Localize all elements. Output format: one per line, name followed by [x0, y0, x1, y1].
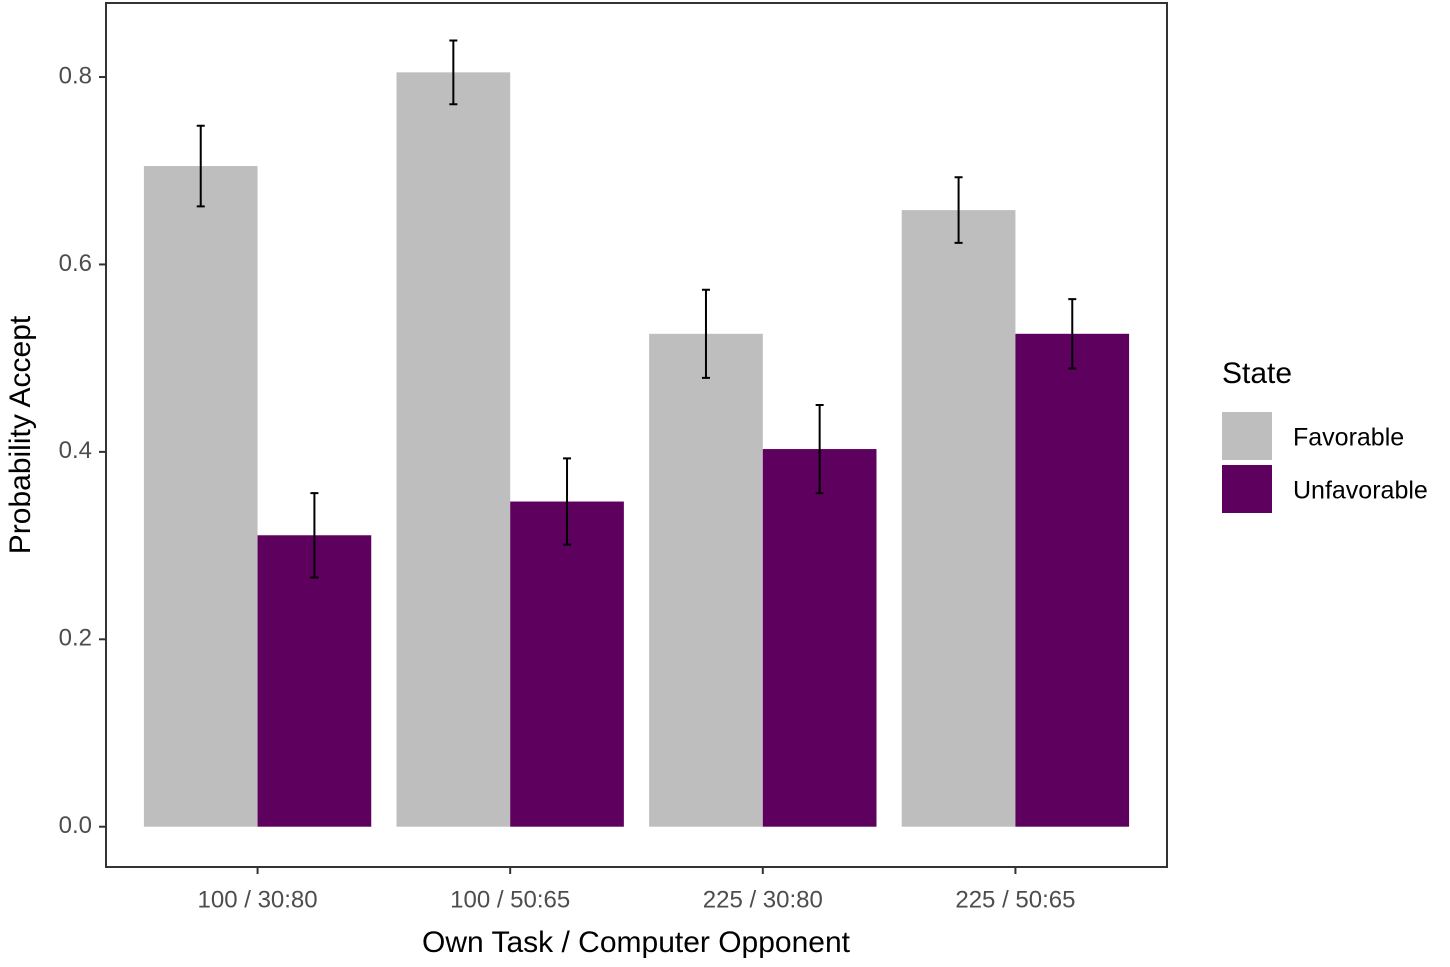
- y-tick-label: 0.2: [59, 625, 92, 652]
- bar: [143, 166, 258, 827]
- error-bar: [701, 288, 710, 379]
- error-bar: [1068, 298, 1077, 370]
- bar: [901, 210, 1016, 827]
- x-tick-label: 225 / 30:80: [703, 886, 823, 913]
- y-tick-label: 0.4: [59, 437, 92, 464]
- legend-key: [1222, 465, 1272, 513]
- x-tick-label: 100 / 30:80: [198, 886, 318, 913]
- y-tick-label: 0.8: [59, 62, 92, 89]
- y-tick-label: 0.0: [59, 812, 92, 839]
- error-bar: [563, 457, 572, 546]
- error-bar: [815, 404, 824, 495]
- x-tick-label: 225 / 50:65: [955, 886, 1075, 913]
- x-axis-title: Own Task / Computer Opponent: [422, 926, 851, 959]
- error-bar: [449, 39, 458, 106]
- bar: [396, 72, 511, 827]
- legend-label: Favorable: [1293, 424, 1404, 452]
- legend-label: Unfavorable: [1293, 477, 1428, 505]
- x-tick-label: 100 / 50:65: [450, 886, 570, 913]
- bar: [1015, 333, 1130, 827]
- bar: [257, 535, 372, 827]
- error-bar: [954, 176, 963, 244]
- bar: [510, 501, 624, 827]
- y-axis-title: Probability Accept: [4, 315, 37, 554]
- y-tick-label: 0.6: [59, 250, 92, 277]
- legend-title: State: [1222, 357, 1292, 390]
- error-bar: [196, 124, 205, 208]
- error-bar: [310, 492, 319, 579]
- bar: [762, 449, 877, 827]
- legend-key: [1222, 412, 1272, 460]
- bar: [649, 333, 763, 827]
